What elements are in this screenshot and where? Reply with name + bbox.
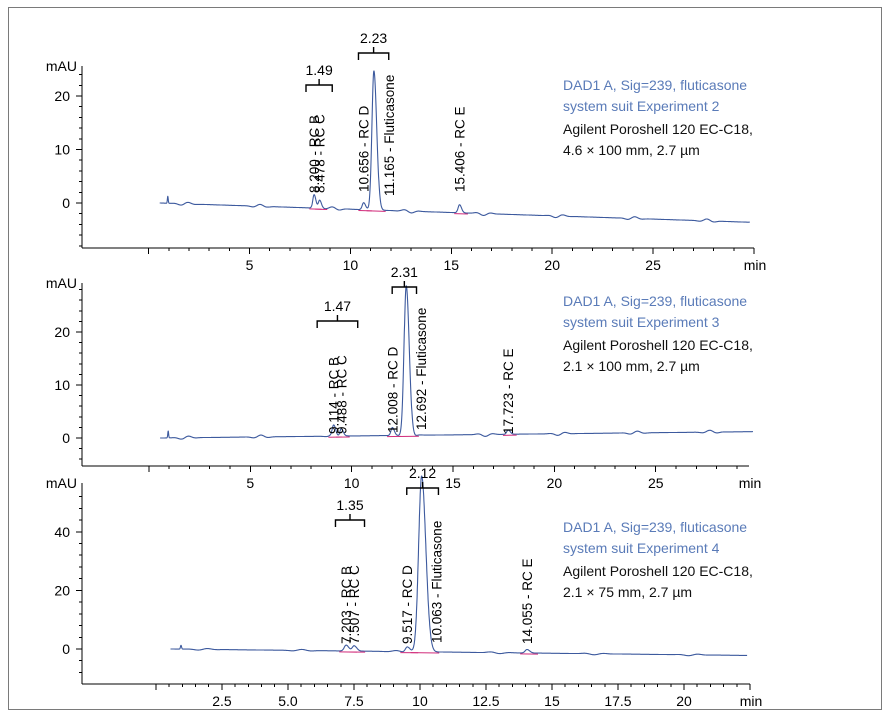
y-tick-label: 0 <box>62 641 70 657</box>
chart-panel-1: 0 10 20 mAU 5 10 15 20 25 min 8.200 - RC B8.478 - … <box>46 30 766 273</box>
legend-signal-line: system suit Experiment 3 <box>563 314 720 330</box>
resolution-value: 1.49 <box>305 62 332 78</box>
chromatogram-trace <box>159 285 754 440</box>
resolution-bracket <box>391 281 418 294</box>
legend-signal-line: DAD1 A, Sig=239, fluticasone <box>563 293 747 309</box>
chromatogram-trace <box>159 70 751 223</box>
legend-signal-line: system suit Experiment 2 <box>563 98 720 114</box>
y-tick-label: 0 <box>62 195 70 211</box>
peak-label: 10.656 - RC D <box>357 105 372 192</box>
legend-column-line: 4.6 × 100 mm, 2.7 µm <box>563 142 700 158</box>
x-axis-label: min <box>740 693 763 709</box>
peak-label: 12.692 - Fluticasone <box>414 308 429 430</box>
peak-label: 14.055 - RC E <box>520 558 535 644</box>
resolution-value: 2.12 <box>409 465 436 481</box>
resolution-value: 1.35 <box>336 497 363 513</box>
legend-column-line: 2.1 × 75 mm, 2.7 µm <box>563 584 692 600</box>
x-axis-label: min <box>744 257 767 273</box>
y-axis-label: mAU <box>46 58 77 74</box>
y-axis-label: mAU <box>46 275 77 291</box>
legend-signal-line: DAD1 A, Sig=239, fluticasone <box>563 519 747 535</box>
x-tick-label: 10 <box>343 257 359 273</box>
peak-label: 10.063 - Fluticasone <box>430 521 445 643</box>
x-tick-label: 2.5 <box>212 693 232 709</box>
peak-label: 9.517 - RC D <box>400 565 415 644</box>
x-tick-label: 7.5 <box>344 693 364 709</box>
x-tick-label: 20 <box>547 475 563 491</box>
y-tick-label: 10 <box>54 142 70 158</box>
legend-signal-line: system suit Experiment 4 <box>563 540 720 556</box>
resolution-value: 2.23 <box>360 30 387 46</box>
legend-column-line: Agilent Poroshell 120 EC-C18, <box>563 563 753 579</box>
resolution-bracket <box>406 482 440 495</box>
peak-label: 7.507 - RC C <box>347 565 362 644</box>
x-tick-label: 20 <box>676 693 692 709</box>
x-tick-label: 12.5 <box>472 693 499 709</box>
y-axis-label: mAU <box>46 475 77 491</box>
resolution-bracket <box>305 79 333 92</box>
x-tick-label: 15 <box>445 475 461 491</box>
legend-column-line: Agilent Poroshell 120 EC-C18, <box>563 337 753 353</box>
x-tick-label: 5.0 <box>278 693 298 709</box>
resolution-bracket <box>334 514 366 527</box>
legend-column-line: Agilent Poroshell 120 EC-C18, <box>563 121 753 137</box>
peak-label: 11.165 - Fluticasone <box>382 75 397 196</box>
x-tick-label: 10 <box>344 475 360 491</box>
peak-label: 17.723 - RC E <box>501 348 516 434</box>
y-tick-label: 0 <box>62 430 70 446</box>
x-tick-label: 25 <box>645 257 661 273</box>
chart-panel-2: 0 10 20 mAU 5 10 15 20 25 min 9.114 - RC B9.488 - … <box>46 264 761 491</box>
peak-label: 15.406 - RC E <box>453 106 468 192</box>
peak-label: 12.008 - RC D <box>385 346 400 433</box>
x-tick-label: 25 <box>648 475 664 491</box>
peak-label: 8.478 - RC C <box>313 114 328 193</box>
legend-signal-line: DAD1 A, Sig=239, fluticasone <box>563 77 747 93</box>
figure-frame: 0 10 20 mAU 5 10 15 20 25 min 8.200 - RC B 8.478 - … <box>8 7 882 710</box>
peak-label: 7.203 - RC B <box>339 566 354 644</box>
chart-panel-3: 0 20 40 mAU 2.5 5.0 7.5 10 12.5 15 17.5 20 min 7.203 … <box>46 465 762 709</box>
y-tick-label: 20 <box>54 88 70 104</box>
x-tick-label: 10 <box>412 693 428 709</box>
integration-baseline <box>366 210 386 212</box>
legend-column-line: 2.1 × 100 mm, 2.7 µm <box>563 358 700 374</box>
x-tick-label: 15 <box>544 693 560 709</box>
resolution-value: 1.47 <box>324 298 351 314</box>
y-tick-label: 10 <box>54 377 70 393</box>
x-tick-label: 20 <box>544 257 560 273</box>
y-tick-label: 20 <box>54 582 70 598</box>
resolution-value: 2.31 <box>391 264 418 280</box>
x-axis-label: min <box>739 475 762 491</box>
peak-label: 9.114 - RC B <box>327 357 342 434</box>
x-tick-label: 5 <box>246 257 254 273</box>
chromatogram-figure: 0 10 20 mAU 5 10 15 20 25 min 8.200 - RC B8.478 - … <box>46 30 766 709</box>
x-tick-label: 5 <box>246 475 254 491</box>
y-tick-label: 40 <box>54 524 70 540</box>
peak-label: 8.200 - RC B <box>307 115 322 193</box>
resolution-bracket <box>357 47 390 60</box>
peak-label: 9.488 - RC C <box>334 355 349 434</box>
chromatogram-trace <box>170 475 748 657</box>
resolution-bracket <box>316 315 359 328</box>
y-tick-label: 20 <box>54 324 70 340</box>
x-tick-label: 17.5 <box>604 693 631 709</box>
x-tick-label: 15 <box>444 257 460 273</box>
